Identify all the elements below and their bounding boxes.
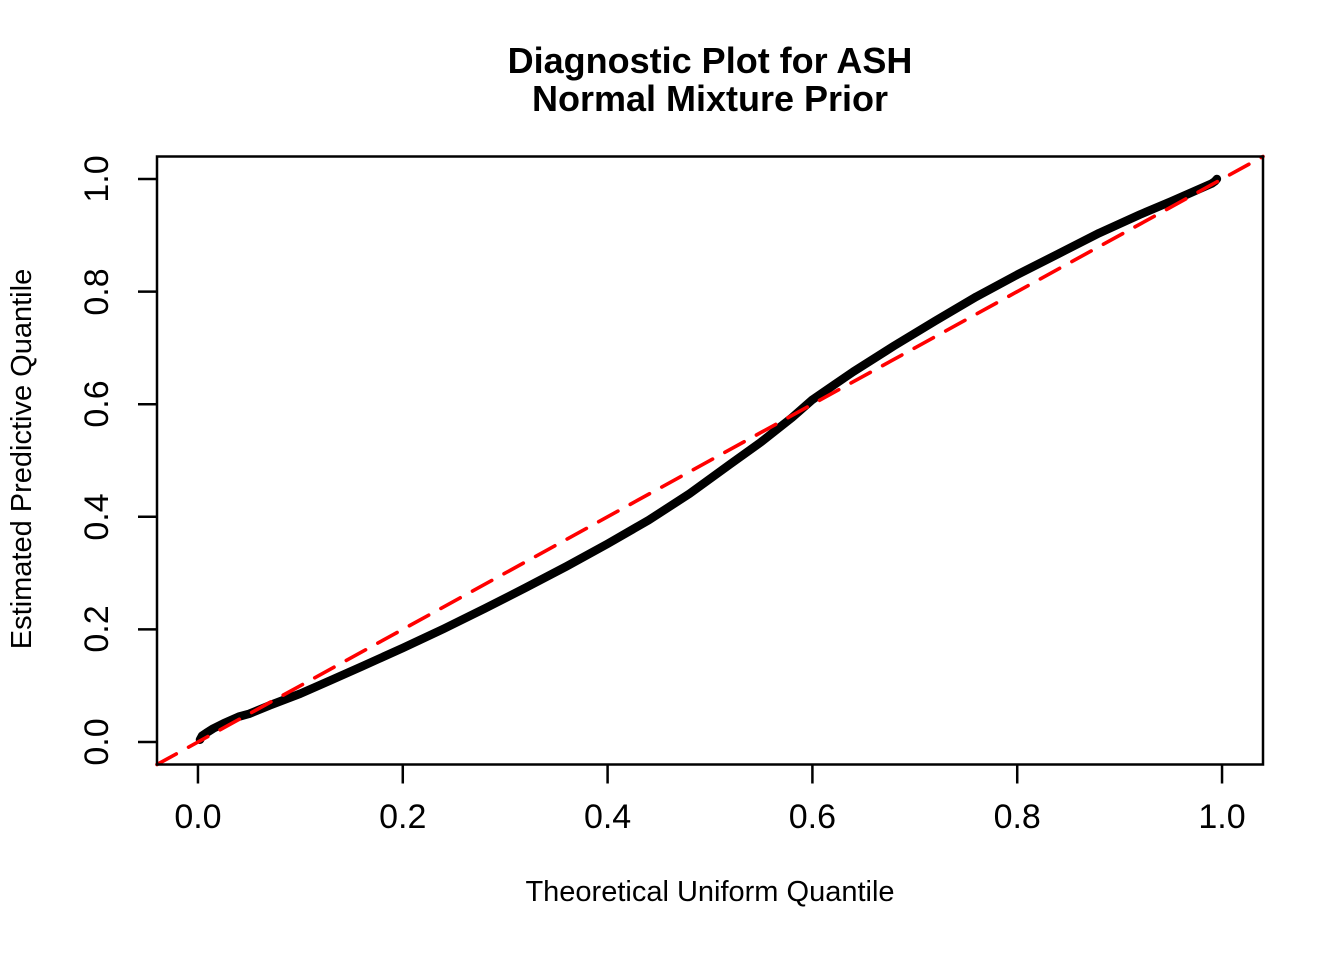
x-tick-label: 0.4	[583, 798, 632, 836]
y-tick-label: 0.8	[78, 267, 116, 316]
x-tick-label: 1.0	[1198, 798, 1246, 836]
y-tick-label: 0.4	[78, 493, 116, 541]
x-tick-label: 0.2	[379, 798, 427, 836]
predictive-quantile-curve	[195, 174, 1222, 744]
y-tick-label: 0.6	[78, 380, 116, 428]
x-tick-label: 0.6	[788, 798, 837, 836]
x-tick-label: 0.0	[174, 798, 222, 836]
plot-box	[155, 155, 1265, 766]
chart-title: Diagnostic Plot for ASH Normal Mixture P…	[157, 42, 1263, 118]
chart-title-line2: Normal Mixture Prior	[531, 78, 889, 119]
y-axis-label: Estimated Predictive Quantile	[6, 268, 38, 650]
y-tick-label: 1.0	[78, 155, 116, 203]
chart-title-line1: Diagnostic Plot for ASH	[507, 40, 913, 81]
x-tick-label: 0.8	[993, 798, 1041, 836]
x-axis-label: Theoretical Uniform Quantile	[525, 876, 895, 908]
y-tick-label: 0.2	[78, 605, 116, 654]
reference-diagonal	[155, 154, 1265, 767]
y-tick-label: 0.0	[78, 718, 116, 766]
